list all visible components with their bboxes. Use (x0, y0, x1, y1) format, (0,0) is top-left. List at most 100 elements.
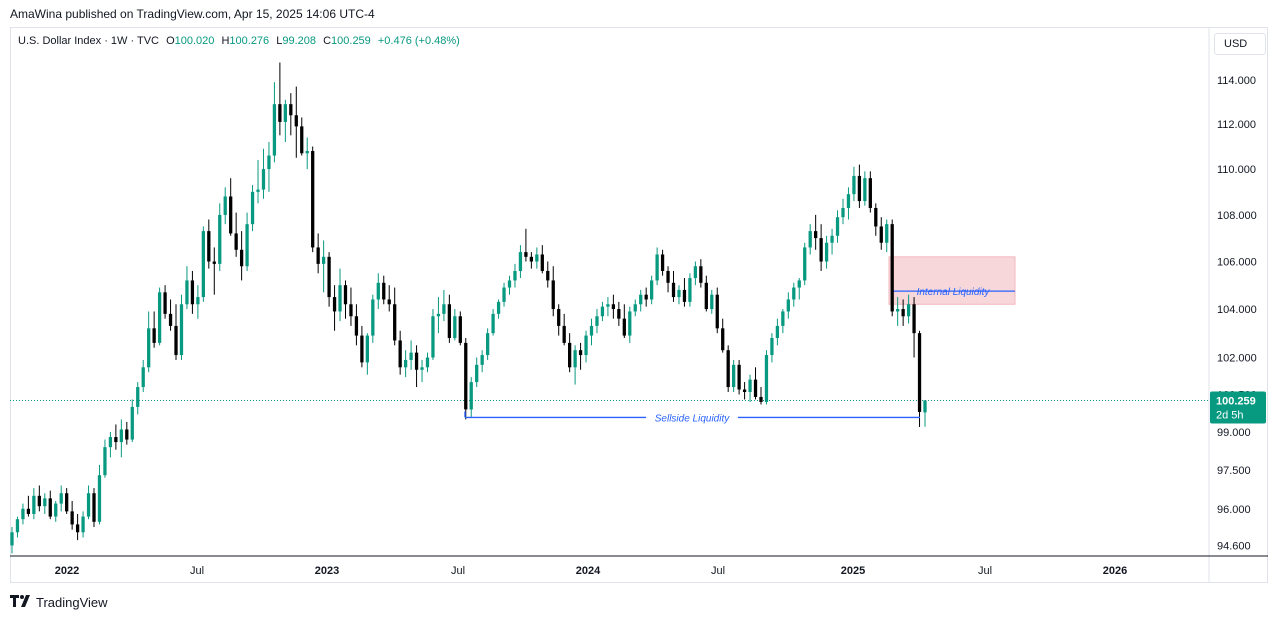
candle-body[interactable] (535, 254, 539, 262)
candle-body[interactable] (245, 224, 249, 267)
candle-body[interactable] (414, 352, 419, 370)
candle-body[interactable] (343, 285, 348, 305)
candle-body[interactable] (611, 304, 616, 310)
candle-body[interactable] (732, 364, 736, 388)
candle-body[interactable] (212, 261, 216, 264)
candle-body[interactable] (261, 169, 266, 190)
candle-body[interactable] (147, 328, 151, 368)
candle-body[interactable] (868, 178, 872, 208)
candle-body[interactable] (906, 304, 911, 317)
candle-body[interactable] (502, 287, 506, 302)
candle-body[interactable] (491, 313, 495, 334)
candle-body[interactable] (442, 304, 446, 314)
candle-body[interactable] (136, 387, 140, 407)
candle-body[interactable] (229, 196, 233, 234)
candle-body[interactable] (387, 299, 391, 305)
candle-body[interactable] (568, 342, 572, 368)
candle-body[interactable] (469, 382, 473, 410)
candle-body[interactable] (201, 231, 205, 298)
candle-body[interactable] (557, 309, 561, 326)
candle-body[interactable] (420, 367, 424, 370)
candle-body[interactable] (152, 328, 156, 343)
candle-body[interactable] (671, 282, 676, 298)
candle-body[interactable] (81, 516, 85, 533)
candle-body[interactable] (300, 126, 304, 154)
candle-body[interactable] (26, 508, 31, 514)
candle-body[interactable] (327, 256, 331, 298)
candle-body[interactable] (294, 115, 298, 127)
candle-body[interactable] (256, 189, 260, 192)
candle-body[interactable] (841, 207, 845, 218)
candle-body[interactable] (660, 254, 665, 271)
candle-body[interactable] (606, 304, 610, 307)
tradingview-logo[interactable]: TradingView (10, 594, 108, 610)
candle-body[interactable] (885, 224, 889, 243)
candle-body[interactable] (305, 151, 309, 154)
candle-body[interactable] (475, 364, 479, 383)
candle-body[interactable] (797, 280, 801, 288)
candle-body[interactable] (75, 524, 80, 533)
candle-body[interactable] (431, 316, 435, 358)
candle-body[interactable] (715, 294, 719, 329)
candle-body[interactable] (130, 406, 134, 440)
candle-body[interactable] (393, 304, 397, 341)
candle-body[interactable] (507, 280, 512, 288)
candle-body[interactable] (759, 396, 763, 402)
candle-body[interactable] (65, 493, 69, 512)
candle-body[interactable] (737, 364, 741, 390)
candle-body[interactable] (584, 335, 588, 356)
candle-body[interactable] (398, 340, 402, 368)
candle-body[interactable] (655, 254, 659, 281)
candle-body[interactable] (157, 292, 162, 343)
candle-body[interactable] (589, 325, 594, 336)
candle-body[interactable] (666, 270, 670, 283)
candle-body[interactable] (852, 175, 856, 195)
candle-body[interactable] (447, 304, 452, 339)
candle-body[interactable] (59, 493, 63, 504)
candle-body[interactable] (792, 287, 796, 300)
candle-body[interactable] (365, 335, 369, 363)
candle-body[interactable] (529, 256, 534, 262)
candle-body[interactable] (436, 313, 441, 317)
candle-body[interactable] (338, 285, 342, 312)
candle-body[interactable] (677, 289, 681, 298)
candle-body[interactable] (278, 104, 282, 122)
candle-body[interactable] (48, 498, 52, 517)
candle-body[interactable] (464, 342, 468, 410)
candle-body[interactable] (600, 306, 605, 317)
candle-body[interactable] (316, 247, 320, 264)
candle-body[interactable] (496, 301, 501, 314)
candle-body[interactable] (32, 495, 36, 514)
candle-body[interactable] (321, 256, 326, 264)
candle-body[interactable] (21, 508, 25, 520)
candle-body[interactable] (196, 297, 200, 305)
candle-body[interactable] (639, 294, 643, 305)
candle-body[interactable] (190, 280, 195, 305)
candle-body[interactable] (513, 270, 517, 281)
candle-body[interactable] (43, 498, 47, 507)
candle-body[interactable] (901, 309, 905, 317)
candle-body[interactable] (650, 280, 654, 300)
candle-body[interactable] (480, 355, 484, 365)
candle-body[interactable] (917, 333, 922, 412)
candle-body[interactable] (874, 207, 878, 227)
candle-body[interactable] (174, 325, 178, 356)
candle-body[interactable] (846, 194, 851, 208)
candle-body[interactable] (272, 104, 277, 156)
candle-body[interactable] (562, 325, 566, 343)
candle-body[interactable] (863, 178, 867, 202)
candle-body[interactable] (578, 350, 583, 356)
candle-body[interactable] (97, 475, 102, 522)
candle-body[interactable] (824, 242, 829, 262)
candle-body[interactable] (835, 217, 840, 236)
candle-body[interactable] (409, 352, 413, 360)
candle-body[interactable] (546, 270, 550, 281)
candle-body[interactable] (349, 304, 353, 317)
candle-body[interactable] (770, 338, 774, 356)
symbol-name[interactable]: U.S. Dollar Index · 1W · TVC (18, 35, 159, 47)
candle-body[interactable] (710, 294, 714, 310)
candle-body[interactable] (699, 266, 703, 283)
candle-body[interactable] (819, 238, 823, 262)
candle-body[interactable] (403, 359, 408, 368)
candle-body[interactable] (92, 493, 96, 522)
